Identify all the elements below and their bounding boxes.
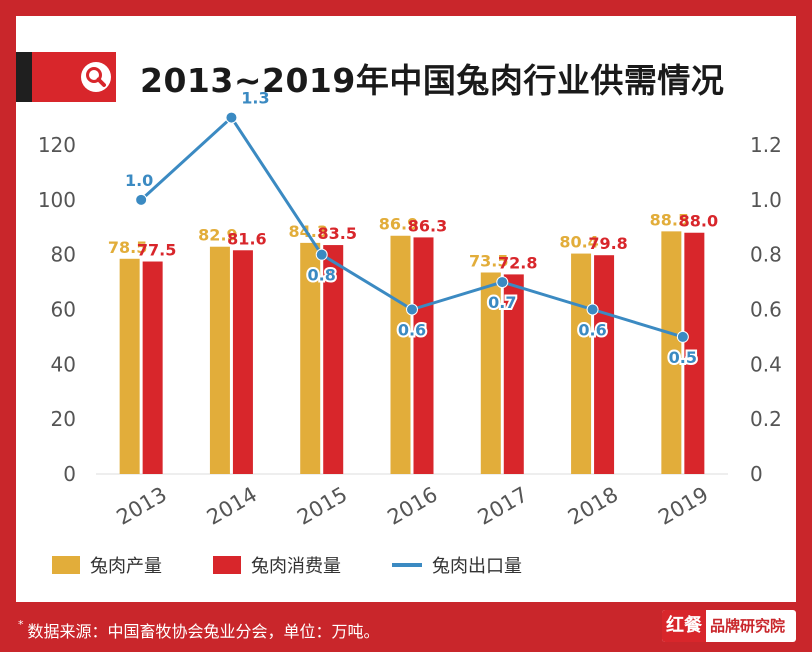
brand-name: 品牌研究院: [710, 617, 786, 635]
export-data-label-halo: 0.5: [669, 348, 697, 367]
legend-consumption-swatch: [213, 556, 241, 574]
title-bar-dark-block: [16, 52, 32, 102]
brand-logo: 红餐: [662, 610, 706, 642]
y-left-tick-label: 20: [51, 407, 76, 431]
consumption-data-label: 88.0: [679, 212, 718, 231]
consumption-bar: [323, 245, 344, 474]
consumption-data-label: 79.8: [588, 234, 627, 253]
source-note: * 数据来源：中国畜牧协会兔业分会，单位：万吨。: [18, 618, 380, 642]
consumption-data-label: 86.3: [408, 216, 447, 235]
x-tick-label: 2014: [203, 482, 261, 530]
legend-export-label: 兔肉出口量: [432, 556, 522, 577]
export-point: [135, 193, 148, 206]
production-bar: [480, 272, 501, 474]
export-point: [676, 330, 689, 343]
production-data-label: 82.9: [198, 226, 237, 245]
export-data-label-halo: 0.8: [308, 266, 336, 285]
production-bar: [661, 231, 682, 474]
y-right-tick-label: 0: [750, 462, 763, 486]
y-left-tick-label: 120: [38, 133, 76, 157]
export-data-label: 0.7: [488, 293, 516, 312]
export-data-label: 1.3: [241, 89, 269, 108]
search-icon: [81, 62, 111, 92]
consumption-bar: [142, 261, 163, 474]
y-left-tick-label: 80: [51, 243, 76, 267]
export-point: [406, 303, 418, 316]
y-right-tick-label: 0.8: [750, 243, 782, 267]
consumption-data-label: 72.8: [498, 253, 537, 272]
source-text: 数据来源：中国畜牧协会兔业分会，单位：万吨。: [27, 622, 380, 641]
consumption-bar: [232, 250, 253, 474]
production-data-label: 84.3: [288, 222, 327, 241]
x-tick-label: 2019: [654, 482, 712, 530]
legend-consumption-label: 兔肉消费量: [251, 556, 341, 577]
y-left-tick-label: 60: [51, 298, 76, 322]
export-point: [225, 111, 238, 124]
consumption-data-label: 83.5: [317, 224, 356, 243]
production-bar: [209, 246, 230, 474]
y-left-tick-label: 0: [63, 462, 76, 486]
x-tick-label: 2016: [383, 482, 441, 530]
export-data-label: 0.8: [308, 266, 336, 285]
x-tick-label: 2015: [293, 482, 351, 530]
y-right-tick-label: 0.6: [750, 298, 782, 322]
production-bar: [119, 258, 140, 474]
export-data-label-halo: 0.6: [578, 321, 606, 340]
x-tick-label: 2018: [564, 482, 622, 530]
export-data-label-halo: 0.6: [398, 321, 426, 340]
production-data-label: 86.9: [379, 215, 418, 234]
export-point: [315, 248, 328, 261]
export-data-label: 0.6: [398, 321, 426, 340]
consumption-bar: [594, 255, 615, 474]
export-data-label: 0.5: [669, 348, 697, 367]
chart-area: 0 20 40 60 80 100 120 0 0.2 0.4 0.6 0.8 1.0 1.2 78.577…: [38, 89, 782, 577]
production-data-label: 78.5: [108, 238, 147, 257]
y-right-tick-label: 1.2: [750, 133, 782, 157]
export-data-label: 0.6: [578, 321, 606, 340]
export-data-label: 1.0: [125, 171, 153, 190]
x-tick-label: 2017: [474, 482, 532, 530]
footer: * 数据来源：中国畜牧协会兔业分会，单位：万吨。 红餐 品牌研究院: [0, 602, 812, 652]
export-data-label-halo: 0.7: [488, 293, 516, 312]
y-right-tick-label: 0.2: [750, 407, 782, 431]
y-right-tick-label: 1.0: [750, 188, 782, 212]
export-point: [496, 276, 509, 289]
title-bar: [16, 52, 116, 102]
production-bar: [300, 242, 321, 474]
production-data-label: 80.4: [559, 233, 598, 252]
consumption-data-label: 81.6: [227, 229, 266, 248]
consumption-bar: [413, 237, 434, 474]
consumption-bar: [503, 274, 524, 474]
export-point: [586, 303, 599, 316]
source-star: *: [18, 618, 24, 631]
x-tick-label: 2013: [112, 482, 170, 530]
chart-title: 2013~2019年中国兔肉行业供需情况: [140, 61, 725, 100]
consumption-data-label: 77.5: [137, 241, 176, 260]
production-data-label: 88.5: [650, 210, 689, 229]
y-right-tick-label: 0.4: [750, 352, 782, 376]
production-bar: [390, 235, 411, 474]
y-left-tick-label: 40: [51, 352, 76, 376]
legend-production-swatch: [52, 556, 80, 574]
legend-production-label: 兔肉产量: [90, 556, 162, 577]
brand-badge: 红餐 品牌研究院: [662, 610, 796, 642]
production-bar: [571, 253, 592, 474]
consumption-bar: [684, 232, 705, 474]
y-left-tick-label: 100: [38, 188, 76, 212]
production-data-label: 73.5: [469, 251, 508, 270]
